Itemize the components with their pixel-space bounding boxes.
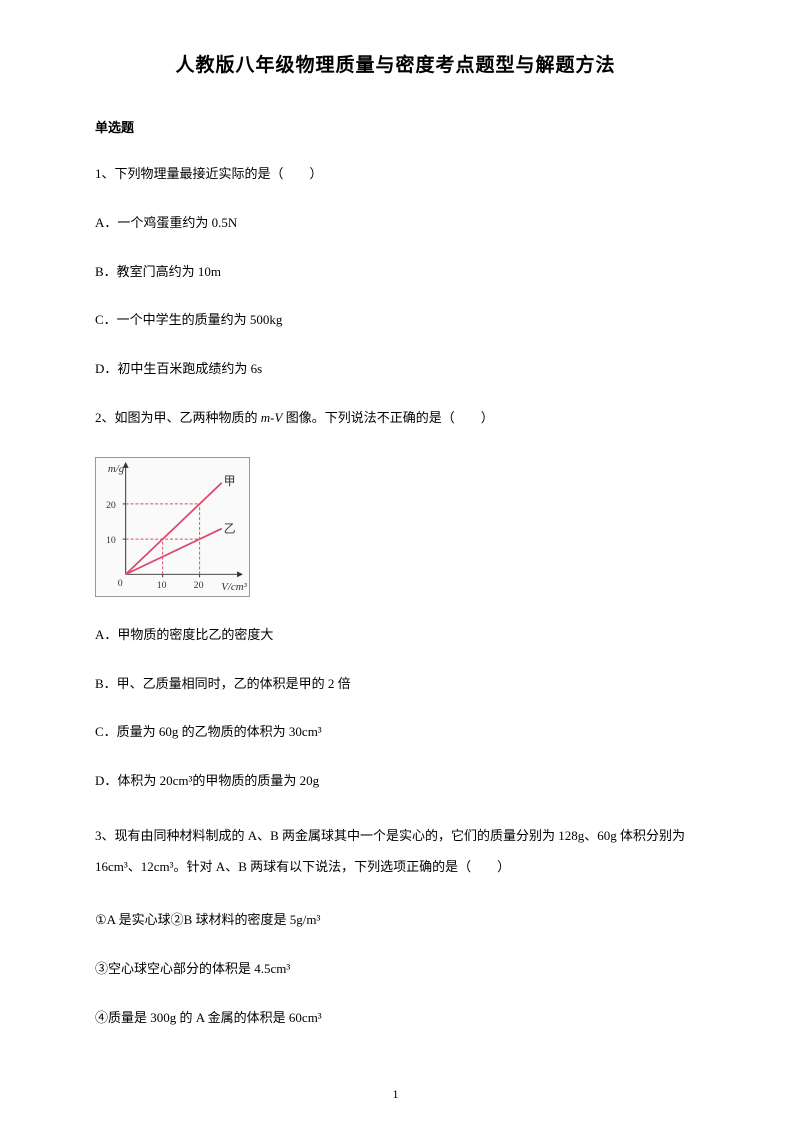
q1-option-d: D．初中生百米跑成绩约为 6s xyxy=(95,359,696,380)
svg-text:10: 10 xyxy=(106,535,116,546)
svg-text:20: 20 xyxy=(194,580,204,591)
section-header: 单选题 xyxy=(95,117,696,136)
q3-item-1: ①A 是实心球②B 球材料的密度是 5g/m³ xyxy=(95,910,696,931)
q2-text-post: 图像。下列说法不正确的是（ ） xyxy=(282,410,493,425)
q2-text-pre: 2、如图为甲、乙两种物质的 xyxy=(95,410,261,425)
q1-option-c: C．一个中学生的质量约为 500kg xyxy=(95,310,696,331)
q1-option-b: B．教室门高约为 10m xyxy=(95,262,696,283)
q2-option-c: C．质量为 60g 的乙物质的体积为 30cm³ xyxy=(95,722,696,743)
q3-item-2: ③空心球空心部分的体积是 4.5cm³ xyxy=(95,959,696,980)
q3-item-3: ④质量是 300g 的 A 金属的体积是 60cm³ xyxy=(95,1008,696,1029)
svg-text:10: 10 xyxy=(157,580,167,591)
question-3: 3、现有由同种材料制成的 A、B 两金属球其中一个是实心的，它们的质量分别为 1… xyxy=(95,820,696,882)
q2-option-a: A．甲物质的密度比乙的密度大 xyxy=(95,625,696,646)
q2-option-b: B．甲、乙质量相同时，乙的体积是甲的 2 倍 xyxy=(95,674,696,695)
svg-text:V/cm³: V/cm³ xyxy=(221,581,247,593)
svg-text:m/g: m/g xyxy=(108,463,125,475)
svg-text:20: 20 xyxy=(106,500,116,511)
q1-option-a: A．一个鸡蛋重约为 0.5N xyxy=(95,213,696,234)
q2-var: m-V xyxy=(261,410,283,425)
page-title: 人教版八年级物理质量与密度考点题型与解题方法 xyxy=(95,50,696,77)
mv-chart: m/g V/cm³ 0 10 20 10 20 甲乙 xyxy=(95,457,250,597)
svg-text:甲: 甲 xyxy=(224,474,236,488)
chart-svg: m/g V/cm³ 0 10 20 10 20 甲乙 xyxy=(96,458,249,596)
svg-text:0: 0 xyxy=(118,578,123,589)
question-2: 2、如图为甲、乙两种物质的 m-V 图像。下列说法不正确的是（ ） xyxy=(95,408,696,429)
question-1: 1、下列物理量最接近实际的是（ ） xyxy=(95,164,696,185)
page-number: 1 xyxy=(393,1087,399,1102)
svg-text:乙: 乙 xyxy=(224,521,236,535)
q2-option-d: D．体积为 20cm³的甲物质的质量为 20g xyxy=(95,771,696,792)
